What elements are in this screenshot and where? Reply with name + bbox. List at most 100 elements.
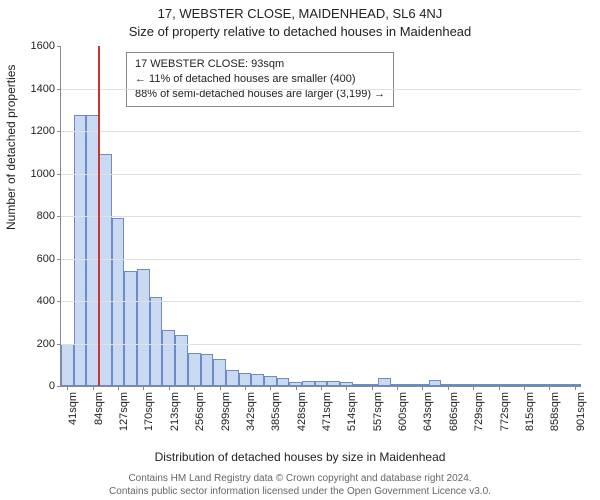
x-tick-mark [93,386,94,390]
x-tick-mark [245,386,246,390]
x-tick-mark [169,386,170,390]
y-tick-label: 800 [37,210,55,222]
x-axis-label: Distribution of detached houses by size … [0,450,600,464]
x-tick-label: 729sqm [473,392,485,431]
x-tick-mark [499,386,500,390]
bar [302,381,315,386]
footer-line-2: Contains public sector information licen… [0,485,600,498]
x-tick-label: 41sqm [67,392,79,425]
gridline [61,259,581,260]
x-tick-label: 686sqm [448,392,460,431]
bar [251,374,264,386]
x-tick-mark [422,386,423,390]
y-tick-mark [57,131,61,132]
info-box: 17 WEBSTER CLOSE: 93sqm ← 11% of detache… [126,52,394,107]
x-tick-label: 84sqm [93,392,105,425]
x-tick-mark [220,386,221,390]
x-tick-label: 514sqm [346,392,358,431]
bar [530,384,543,386]
bar [137,269,150,386]
y-tick-mark [57,89,61,90]
x-tick-mark [143,386,144,390]
bar [239,373,252,386]
y-tick-mark [57,259,61,260]
gridline [61,174,581,175]
y-tick-mark [57,216,61,217]
x-tick-mark [67,386,68,390]
x-tick-label: 557sqm [372,392,384,431]
bar [61,344,74,387]
y-tick-label: 600 [37,253,55,265]
bar [264,376,277,386]
info-line-2: ← 11% of detached houses are smaller (40… [135,72,385,87]
bar [353,384,366,386]
y-tick-label: 400 [37,295,55,307]
y-tick-mark [57,174,61,175]
x-tick-mark [270,386,271,390]
bar [556,384,569,386]
x-tick-mark [194,386,195,390]
y-tick-label: 200 [37,338,55,350]
x-tick-label: 643sqm [422,392,434,431]
gridline [61,301,581,302]
y-tick-label: 1400 [31,83,55,95]
x-tick-mark [448,386,449,390]
x-tick-mark [118,386,119,390]
y-tick-label: 1600 [31,40,55,52]
bar [226,370,239,386]
x-tick-label: 299sqm [220,392,232,431]
property-marker-line [98,46,100,386]
y-axis-label: Number of detached properties [4,65,18,230]
x-tick-mark [575,386,576,390]
bar [162,330,175,386]
x-tick-label: 471sqm [321,392,333,431]
bar [150,297,163,386]
x-tick-label: 901sqm [575,392,587,431]
y-tick-mark [57,46,61,47]
gridline [61,344,581,345]
bar [188,353,201,386]
bar [429,380,442,386]
x-tick-label: 342sqm [245,392,257,431]
x-tick-mark [473,386,474,390]
x-tick-mark [346,386,347,390]
x-tick-label: 385sqm [270,392,282,431]
x-tick-label: 428sqm [296,392,308,431]
y-tick-label: 0 [49,380,55,392]
bar [213,359,226,386]
x-tick-label: 127sqm [118,392,130,431]
plot-area: 17 WEBSTER CLOSE: 93sqm ← 11% of detache… [60,46,581,387]
x-tick-mark [397,386,398,390]
bar [124,271,137,386]
y-tick-mark [57,301,61,302]
page-title-line2: Size of property relative to detached ho… [0,24,600,39]
y-tick-mark [57,386,61,387]
page-title-line1: 17, WEBSTER CLOSE, MAIDENHEAD, SL6 4NJ [0,6,600,21]
y-tick-label: 1000 [31,168,55,180]
gridline [61,131,581,132]
bar [378,378,391,387]
x-tick-label: 256sqm [194,392,206,431]
bar [99,154,112,386]
bar [454,384,467,386]
gridline [61,89,581,90]
bar [277,378,290,387]
info-line-1: 17 WEBSTER CLOSE: 93sqm [135,57,385,72]
x-tick-mark [549,386,550,390]
bar [403,384,416,386]
x-tick-mark [524,386,525,390]
footer: Contains HM Land Registry data © Crown c… [0,472,600,498]
x-tick-label: 772sqm [499,392,511,431]
x-tick-mark [296,386,297,390]
y-tick-label: 1200 [31,125,55,137]
x-tick-label: 170sqm [143,392,155,431]
bar [505,384,518,386]
bar [480,384,493,386]
chart-page: 17, WEBSTER CLOSE, MAIDENHEAD, SL6 4NJ S… [0,0,600,500]
bar [112,218,125,386]
x-tick-mark [321,386,322,390]
x-tick-label: 600sqm [397,392,409,431]
y-tick-mark [57,344,61,345]
bar [74,115,87,386]
gridline [61,216,581,217]
